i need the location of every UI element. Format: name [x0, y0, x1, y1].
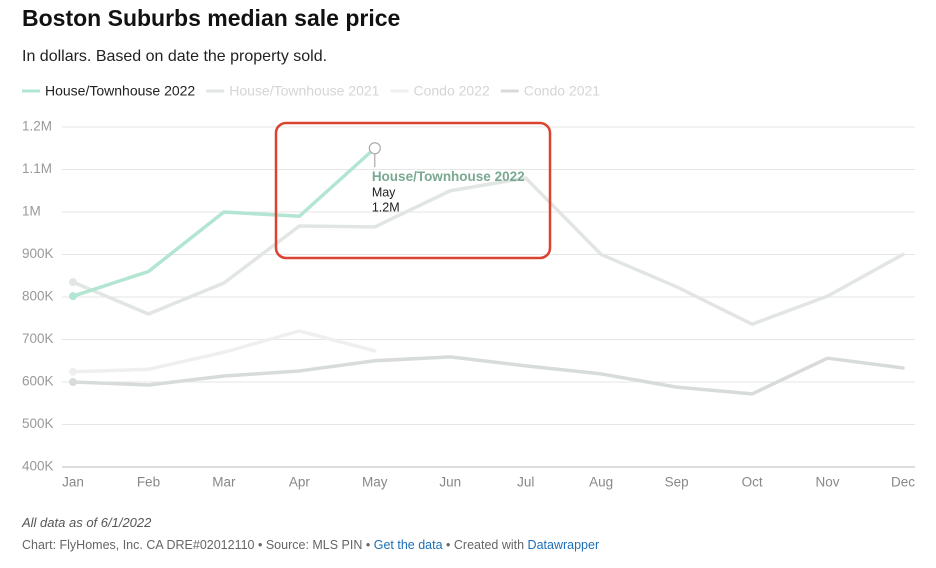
grid: 400K 500K 600K 700K 800K 900K 1M 1.1M 1.2M Jan Feb… — [22, 119, 915, 490]
x-tick-label: Nov — [816, 475, 840, 490]
lines — [69, 146, 905, 396]
x-tick-label: Jan — [62, 475, 84, 490]
y-tick-label: 600K — [22, 374, 54, 389]
y-tick-label: 1M — [22, 204, 41, 219]
legend: House/Townhouse 2022 House/Townhouse 2021… — [22, 83, 600, 99]
x-tick-label: Feb — [137, 475, 160, 490]
x-tick-label: Oct — [742, 475, 763, 490]
link[interactable]: Datawrapper — [527, 538, 600, 552]
tooltip-category: May — [372, 186, 396, 200]
x-tick-label: Sep — [665, 475, 689, 490]
series-line — [71, 355, 905, 396]
y-tick-label: 1.1M — [22, 161, 52, 176]
legend-label: House/Townhouse 2022 — [45, 83, 195, 99]
tooltip-value: 1.2M — [372, 201, 400, 215]
tooltip-series: House/Townhouse 2022 — [372, 169, 525, 184]
y-tick-label: 400K — [22, 459, 54, 474]
footer-note: All data as of 6/1/2022 — [22, 515, 152, 530]
end-dot — [69, 278, 77, 287]
y-tick-label: 900K — [22, 246, 54, 261]
footer-credit: Chart: FlyHomes, Inc. CA DRE#02012110 • … — [22, 538, 599, 552]
link[interactable]: Get the data — [373, 538, 443, 552]
y-tick-label: 700K — [22, 331, 54, 346]
series-line — [71, 329, 377, 374]
legend-label: House/Townhouse 2021 — [229, 83, 379, 99]
end-dot — [69, 367, 77, 376]
chart-title: Boston Suburbs median sale price — [22, 5, 400, 31]
credit: • Created with — [446, 538, 525, 552]
legend-label: Condo 2021 — [524, 83, 601, 99]
x-tick-label: Dec — [891, 475, 915, 490]
x-tick-label: Apr — [289, 475, 311, 490]
credit: Chart: FlyHomes, Inc. CA DRE#02012110 • … — [22, 538, 371, 552]
series-line — [71, 176, 905, 326]
chart-subtitle: In dollars. Based on date the property s… — [22, 48, 327, 65]
chart: Boston Suburbs median sale price In doll… — [22, 5, 915, 490]
y-tick-label: 500K — [22, 416, 54, 431]
hover-point — [368, 142, 381, 155]
series-line — [71, 146, 377, 298]
legend-label: Condo 2022 — [413, 83, 490, 99]
end-dot — [69, 292, 77, 301]
x-tick-label: May — [362, 475, 388, 490]
y-tick-label: 800K — [22, 289, 54, 304]
x-tick-label: Jun — [439, 475, 461, 490]
x-tick-label: Jul — [517, 475, 534, 490]
x-tick-label: Mar — [212, 475, 236, 490]
x-tick-label: Aug — [589, 475, 613, 490]
highlight-box — [274, 121, 552, 260]
y-tick-label: 1.2M — [22, 119, 52, 134]
end-dot — [69, 378, 77, 386]
